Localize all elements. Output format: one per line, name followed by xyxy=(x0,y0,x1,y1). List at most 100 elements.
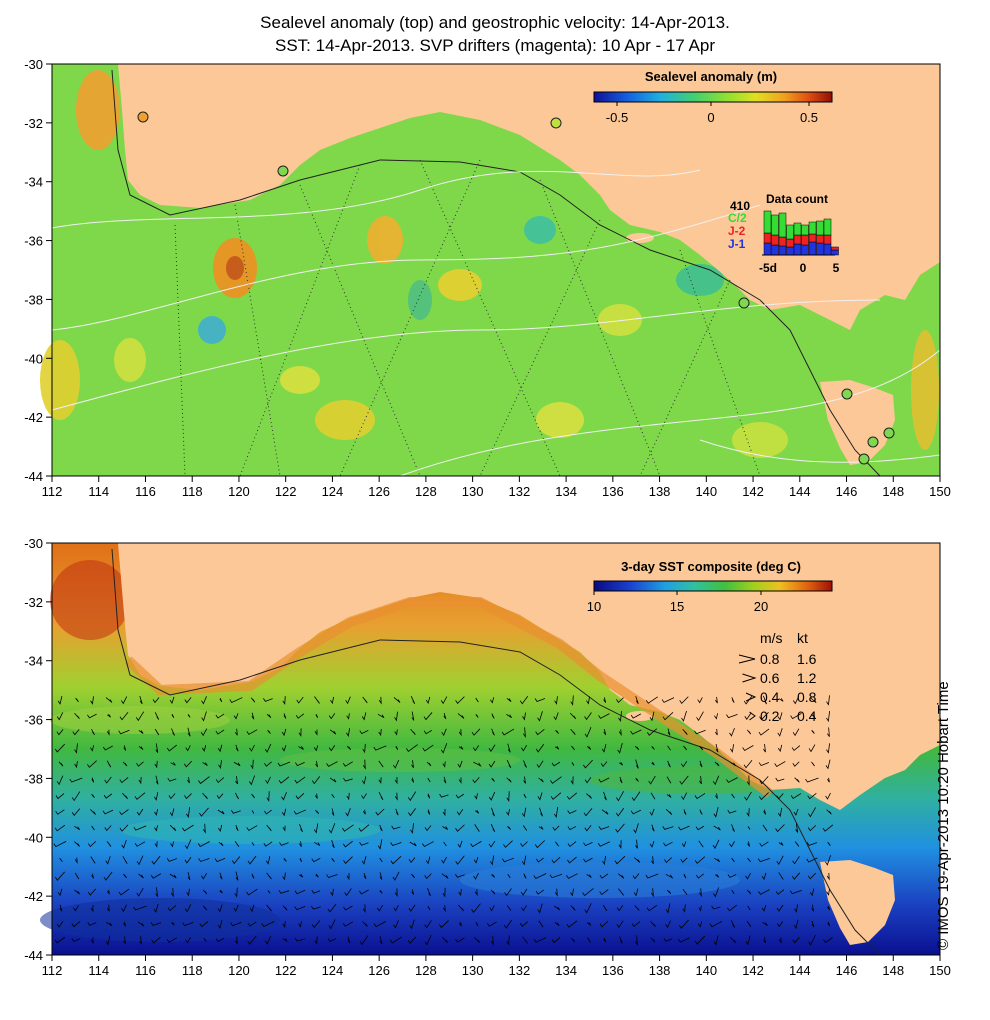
velocity-vector xyxy=(711,905,721,910)
velocity-vector xyxy=(440,743,448,754)
y-tick-label: -44 xyxy=(24,469,43,484)
velocity-vector xyxy=(712,775,720,786)
velocity-vector xyxy=(263,698,273,702)
velocity-vector xyxy=(378,777,382,784)
velocity-vector xyxy=(775,777,785,782)
velocity-vector xyxy=(586,696,590,705)
velocity-vector xyxy=(729,727,735,737)
data-count-bar xyxy=(786,246,794,256)
velocity-vector xyxy=(422,841,434,847)
velocity-vector xyxy=(746,889,752,895)
velocity-vector xyxy=(442,826,448,830)
x-tick-label: 120 xyxy=(228,963,250,978)
velocity-vector xyxy=(133,905,147,911)
velocity-vector xyxy=(805,777,819,783)
velocity-vector xyxy=(202,792,208,800)
velocity-vector xyxy=(407,791,417,802)
velocity-vector xyxy=(198,776,210,785)
velocity-vector xyxy=(250,759,254,770)
y-tick-label: -32 xyxy=(24,595,43,610)
velocity-vector xyxy=(630,713,642,719)
velocity-vector xyxy=(825,792,831,800)
velocity-vector xyxy=(682,729,688,735)
velocity-vector xyxy=(235,775,238,785)
velocity-vector xyxy=(713,825,721,831)
velocity-vector xyxy=(630,729,642,735)
velocity-vector xyxy=(90,937,94,945)
velocity-vector xyxy=(523,727,526,739)
velocity-vector xyxy=(234,728,238,736)
velocity-vector xyxy=(777,728,783,737)
velocity-vector xyxy=(295,713,305,719)
velocity-vector xyxy=(793,919,799,930)
velocity-legend-kt: 0.4 xyxy=(797,708,817,724)
velocity-vector xyxy=(665,809,673,815)
velocity-vector xyxy=(198,858,210,862)
velocity-vector xyxy=(90,809,96,815)
velocity-vector xyxy=(315,793,318,799)
velocity-vector xyxy=(104,776,112,784)
velocity-vector xyxy=(71,791,81,802)
x-tick-label: 114 xyxy=(88,484,109,499)
x-tick-label: 146 xyxy=(836,963,858,978)
x-tick-label: 138 xyxy=(649,484,671,499)
x-tick-label: 142 xyxy=(742,963,764,978)
velocity-vector xyxy=(234,936,238,946)
velocity-vector xyxy=(199,807,209,817)
velocity-vector xyxy=(234,887,238,898)
velocity-vector xyxy=(713,935,719,946)
velocity-vector xyxy=(330,696,334,705)
velocity-vector xyxy=(53,841,67,848)
velocity-vector xyxy=(330,888,334,897)
velocity-vector xyxy=(263,841,273,847)
velocity-vector xyxy=(215,713,225,719)
velocity-vector xyxy=(825,855,831,866)
velocity-vector xyxy=(826,889,830,896)
velocity-vector xyxy=(427,905,431,911)
x-tick-label: 124 xyxy=(322,484,344,499)
velocity-vector xyxy=(294,937,305,942)
velocity-vector xyxy=(246,729,258,735)
velocity-vector xyxy=(378,791,384,801)
velocity-legend-arrow xyxy=(749,711,756,721)
velocity-vector xyxy=(362,696,368,704)
sla-anomaly-blobs xyxy=(40,70,939,458)
velocity-vector xyxy=(87,713,97,719)
velocity-vector xyxy=(680,857,688,863)
velocity-vector xyxy=(363,872,367,880)
velocity-vector xyxy=(278,890,290,894)
velocity-vector xyxy=(359,730,369,735)
x-tick-label: 128 xyxy=(415,963,437,978)
velocity-vector xyxy=(409,841,417,847)
velocity-vector xyxy=(811,904,815,912)
velocity-vector xyxy=(217,744,223,753)
velocity-vector xyxy=(584,777,592,784)
velocity-vector xyxy=(554,745,560,750)
velocity-vector xyxy=(714,713,719,720)
velocity-vector xyxy=(827,727,830,737)
velocity-vector xyxy=(681,710,687,722)
tide-gauge-marker xyxy=(738,297,750,309)
velocity-vector xyxy=(763,743,766,753)
velocity-vector xyxy=(776,855,784,865)
velocity-vector xyxy=(635,759,639,769)
velocity-vector xyxy=(121,840,127,849)
sst-map-panel: 3-day SST composite (deg C) 10 15 20 m/s k… xyxy=(24,536,951,978)
velocity-vector xyxy=(662,712,674,721)
velocity-vector xyxy=(470,841,482,848)
velocity-vector xyxy=(217,824,223,833)
velocity-vector xyxy=(808,744,816,753)
velocity-vector xyxy=(427,809,431,815)
velocity-vector xyxy=(535,743,545,753)
velocity-legend-arrow xyxy=(738,654,756,664)
velocity-vector xyxy=(811,920,815,928)
velocity-vector xyxy=(679,919,689,929)
velocity-vector xyxy=(423,729,433,735)
velocity-vector xyxy=(251,873,255,879)
velocity-legend-header-ms: m/s xyxy=(760,630,783,646)
velocity-vector xyxy=(791,872,801,880)
velocity-vector xyxy=(376,904,384,912)
velocity-vector xyxy=(183,760,192,768)
velocity-vector xyxy=(551,937,561,944)
velocity-vector xyxy=(359,842,369,846)
